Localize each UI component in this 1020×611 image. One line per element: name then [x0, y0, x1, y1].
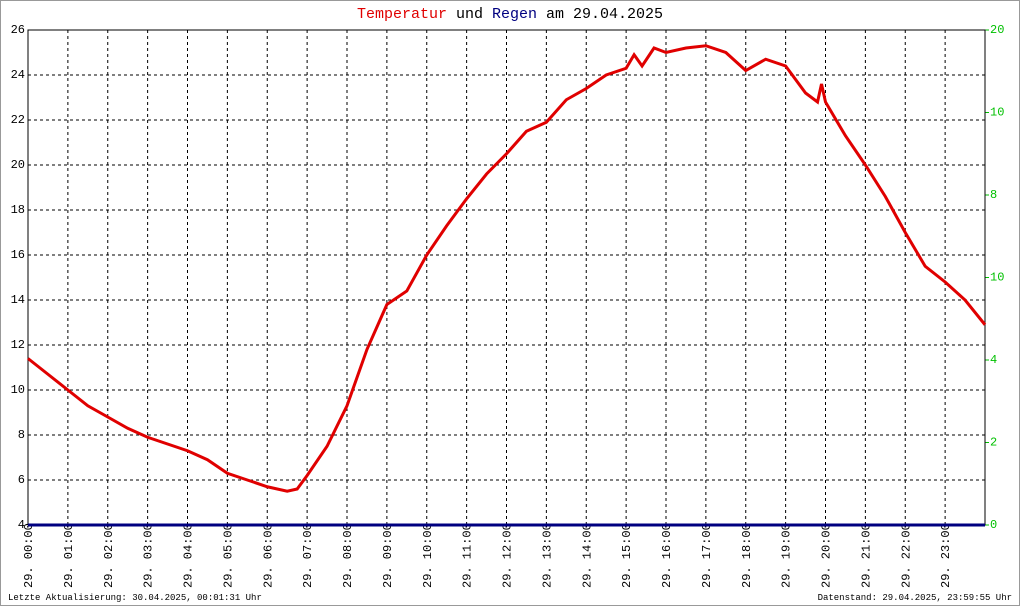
y2-tick-label: 4 [990, 353, 997, 367]
y2-tick-label: 10 [990, 106, 1004, 120]
x-tick-label: 29. 23:00 [939, 523, 953, 588]
y2-tick-label: 8 [990, 188, 997, 202]
y-tick-label: 10 [11, 383, 25, 397]
y-tick-label: 6 [18, 473, 25, 487]
footer-right: Datenstand: 29.04.2025, 23:59:55 Uhr [818, 593, 1012, 603]
y-tick-label: 24 [11, 68, 25, 82]
title-part: am 29.04.2025 [537, 6, 663, 23]
x-tick-label: 29. 04:00 [182, 523, 196, 588]
y-tick-label: 4 [18, 518, 25, 532]
footer-left: Letzte Aktualisierung: 30.04.2025, 00:01… [8, 593, 262, 603]
x-tick-label: 29. 09:00 [381, 523, 395, 588]
x-tick-label: 29. 00:00 [22, 523, 36, 588]
x-tick-label: 29. 21:00 [859, 523, 873, 588]
y-tick-label: 26 [11, 23, 25, 37]
x-tick-label: 29. 08:00 [341, 523, 355, 588]
x-tick-label: 29. 15:00 [620, 523, 634, 588]
y2-tick-label: 20 [990, 23, 1004, 37]
x-tick-label: 29. 18:00 [740, 523, 754, 588]
x-tick-label: 29. 19:00 [780, 523, 794, 588]
x-tick-label: 29. 02:00 [102, 523, 116, 588]
x-tick-label: 29. 13:00 [540, 523, 554, 588]
y-tick-label: 16 [11, 248, 25, 262]
y-tick-label: 14 [11, 293, 25, 307]
x-tick-label: 29. 17:00 [700, 523, 714, 588]
title-part: Regen [492, 6, 537, 23]
y-tick-label: 8 [18, 428, 25, 442]
y-tick-label: 18 [11, 203, 25, 217]
x-tick-label: 29. 06:00 [261, 523, 275, 588]
title-part: und [447, 6, 492, 23]
y-tick-label: 12 [11, 338, 25, 352]
y-tick-label: 20 [11, 158, 25, 172]
x-tick-label: 29. 05:00 [221, 523, 235, 588]
x-tick-label: 29. 22:00 [899, 523, 913, 588]
x-tick-label: 29. 12:00 [501, 523, 515, 588]
x-tick-label: 29. 16:00 [660, 523, 674, 588]
line-series [27, 44, 987, 493]
x-tick-label: 29. 14:00 [580, 523, 594, 588]
x-tick-label: 29. 20:00 [820, 523, 834, 588]
y-tick-label: 22 [11, 113, 25, 127]
x-tick-label: 29. 11:00 [461, 523, 475, 588]
title-part: Temperatur [357, 6, 447, 23]
x-tick-label: 29. 03:00 [142, 523, 156, 588]
x-tick-label: 29. 07:00 [301, 523, 315, 588]
y2-tick-label: 2 [990, 436, 997, 450]
x-tick-label: 29. 01:00 [62, 523, 76, 588]
y2-tick-label: 0 [990, 518, 997, 532]
y2-tick-label: 10 [990, 271, 1004, 285]
x-tick-label: 29. 10:00 [421, 523, 435, 588]
chart-title: Temperatur und Regen am 29.04.2025 [357, 6, 663, 23]
